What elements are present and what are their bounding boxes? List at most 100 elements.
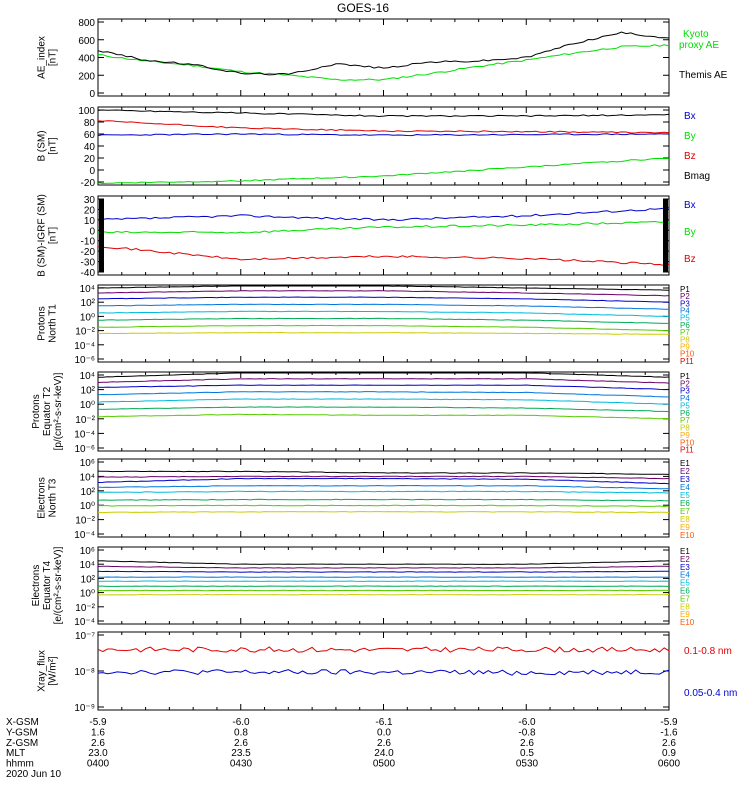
x-axis-value: 0600: [658, 759, 681, 770]
y-axis-label: North T1: [48, 304, 59, 343]
x-axis-value: 0500: [373, 759, 396, 770]
legend-entry: E1: [680, 547, 690, 556]
legend-entry: E4: [680, 571, 690, 580]
y-tick-label: 10⁻⁴: [74, 429, 95, 440]
x-axis-value: 1.6: [91, 727, 105, 738]
series-line-E5: [98, 490, 670, 494]
legend-entry: P10: [680, 438, 695, 447]
x-axis-value: 2.6: [520, 738, 534, 749]
legend-entry: P1: [680, 285, 690, 294]
series-line-By: [97, 220, 669, 234]
series-line-Bx: [97, 207, 670, 221]
series-line-E7: [98, 504, 670, 508]
figure-title: GOES-16: [337, 1, 389, 15]
legend-entry: E9: [680, 610, 690, 619]
y-tick-label: 0: [89, 89, 95, 100]
series-line-E8: [97, 511, 670, 514]
y-tick-label: 10⁻⁴: [74, 617, 95, 628]
legend-entry: P3: [680, 387, 690, 396]
series-line-E4: [97, 484, 670, 490]
x-axis-value: 0400: [87, 759, 110, 770]
data-gap-bar-right: [663, 199, 668, 272]
x-axis-value: -6.1: [375, 717, 393, 728]
series-line-P4: [98, 303, 670, 310]
x-axis-row-label: Z-GSM: [6, 738, 38, 749]
legend-entry: P8: [680, 424, 690, 433]
y-tick-label: 10⁶: [80, 546, 95, 557]
y-axis-label: B (SM)-IGRF (SM): [37, 194, 48, 277]
series-line-P5: [97, 398, 670, 405]
series-line-Themis-AE: [97, 31, 670, 76]
x-axis-value: -6.0: [518, 717, 536, 728]
y-tick-label: 10⁻⁸: [74, 667, 95, 678]
y-tick-label: 60: [84, 130, 96, 141]
y-axis-label: [nT]: [48, 227, 59, 244]
y-axis-label: Protons: [37, 306, 48, 340]
y-tick-label: 10⁻⁶: [74, 355, 95, 366]
y-tick-label: -40: [81, 268, 96, 279]
series-line-By: [97, 157, 669, 185]
legend-entry: P4: [680, 307, 690, 316]
legend-entry: E3: [680, 475, 690, 484]
y-tick-label: 10⁻⁶: [74, 444, 95, 455]
series-line-P7: [97, 413, 670, 420]
legend-entry: E5: [680, 491, 690, 500]
legend-entry: E1: [680, 459, 690, 468]
y-tick-label: 30: [84, 195, 96, 206]
legend-entry: P1: [680, 372, 690, 381]
y-axis-label: Xray_flux: [37, 650, 48, 692]
x-axis-value: 2.6: [91, 738, 105, 749]
legend-entry: P5: [680, 314, 690, 323]
series-line-P3: [97, 296, 670, 303]
legend-entry: E8: [680, 602, 690, 611]
y-tick-label: 10⁻²: [75, 603, 95, 614]
y-tick-label: 10²: [81, 487, 96, 498]
x-axis-value: 0530: [516, 759, 539, 770]
y-axis-label: B (SM): [37, 130, 48, 161]
y-tick-label: 10⁰: [80, 400, 95, 411]
series-line-E3: [97, 570, 670, 573]
legend-entry: P11: [680, 446, 694, 455]
x-axis-value: 0.8: [234, 727, 248, 738]
y-axis-label: Protons: [31, 394, 42, 428]
y-tick-label: 0: [89, 166, 95, 177]
x-axis-value: 0.0: [377, 727, 391, 738]
legend-entry: P4: [680, 394, 690, 403]
legend-entry: Bz: [684, 151, 696, 162]
legend-entry: P9: [680, 342, 690, 351]
legend-entry: E6: [680, 499, 690, 508]
y-axis-label: North T3: [48, 478, 59, 517]
legend-entry: P6: [680, 409, 690, 418]
panel-frame: [97, 195, 670, 276]
legend-entry: E6: [680, 587, 690, 596]
series-line-P6: [97, 317, 669, 324]
series-line-E1: [97, 560, 670, 565]
panel-ee: 10⁶ 10⁴ 10² 10⁰ 10⁻² 10⁻⁴ Electrons Equator T4[…: [31, 546, 695, 628]
y-axis-label: Equator T2: [42, 386, 53, 436]
y-tick-label: 800: [78, 18, 95, 29]
y-axis-label: [nT]: [48, 49, 59, 66]
legend-entry: proxy AE: [679, 40, 719, 51]
y-tick-label: 10⁻⁴: [74, 530, 95, 541]
y-axis-label: [p/(cm²-s-sr-keV)]: [53, 372, 64, 450]
legend-entry: P5: [680, 401, 690, 410]
y-tick-label: 10⁻⁷: [75, 631, 95, 642]
legend-entry: E7: [680, 594, 690, 603]
y-tick-label: 10⁰: [80, 312, 95, 323]
y-axis-label: Electrons: [31, 565, 42, 607]
y-tick-label: 0: [89, 226, 95, 237]
y-tick-label: 10⁰: [80, 589, 95, 600]
panel-frame: [97, 546, 670, 625]
legend-entry: By: [684, 131, 696, 142]
panel-frame: [97, 106, 670, 186]
legend-entry: P9: [680, 431, 690, 440]
legend-entry: P3: [680, 299, 690, 308]
panel-pe: 10⁴ 10² 10⁰ 10⁻² 10⁻⁴ 10⁻⁶ Protons Equator T2 [p…: [31, 371, 695, 455]
x-axis-value: 24.0: [374, 748, 394, 759]
legend-entry: Bz: [684, 254, 696, 265]
legend-entry: P7: [680, 328, 690, 337]
y-tick-label: -20: [81, 247, 96, 258]
